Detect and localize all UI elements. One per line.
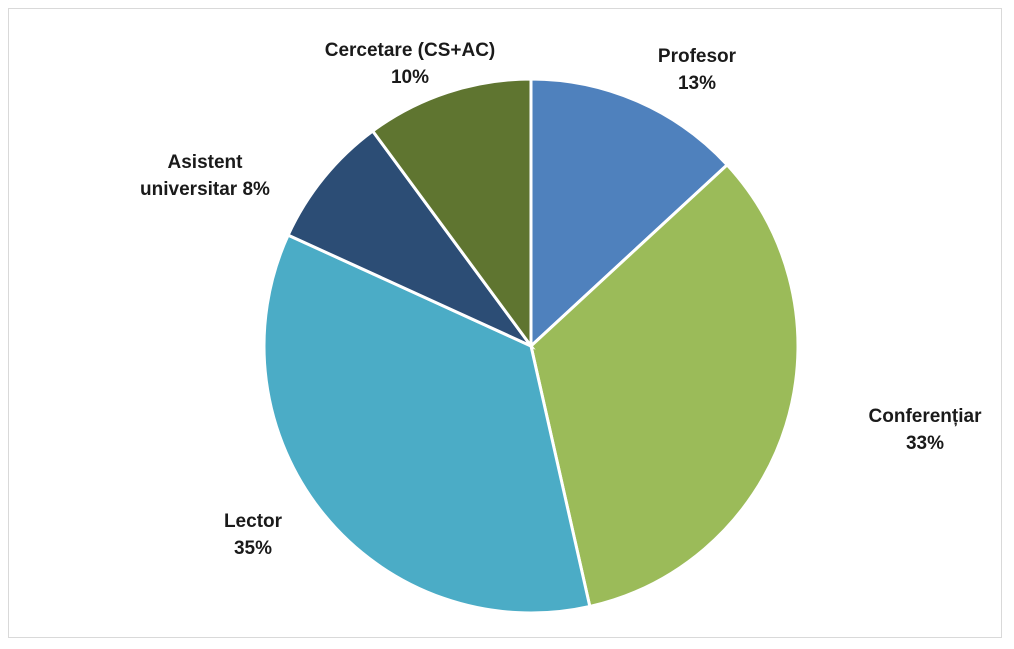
pie-slice (262, 233, 592, 615)
slice-label: Asistent universitar 8% (125, 149, 285, 203)
value-label: 35% (233, 538, 273, 559)
chart-frame (8, 8, 1002, 638)
category-label: Cercetare (CS+AC) (324, 40, 496, 61)
slice-label: Cercetare (CS+AC) 10% (280, 37, 540, 91)
category-label: Asistent universitar (140, 152, 243, 200)
pie-slice (286, 128, 536, 350)
value-label: 13% (677, 73, 717, 94)
pie-slice (370, 77, 533, 351)
value-label: 10% (390, 67, 430, 88)
slice-label: Profesor 13% (597, 43, 797, 97)
value-label: 8% (242, 179, 270, 200)
pie-slice (529, 162, 800, 609)
pie-slice (529, 77, 730, 350)
category-label: Profesor (657, 46, 737, 67)
category-label: Lector (223, 511, 283, 532)
slice-label: Conferențiar 33% (825, 403, 1014, 457)
category-label: Conferențiar (868, 406, 982, 427)
value-label: 33% (905, 433, 945, 454)
slice-label: Lector 35% (153, 508, 353, 562)
